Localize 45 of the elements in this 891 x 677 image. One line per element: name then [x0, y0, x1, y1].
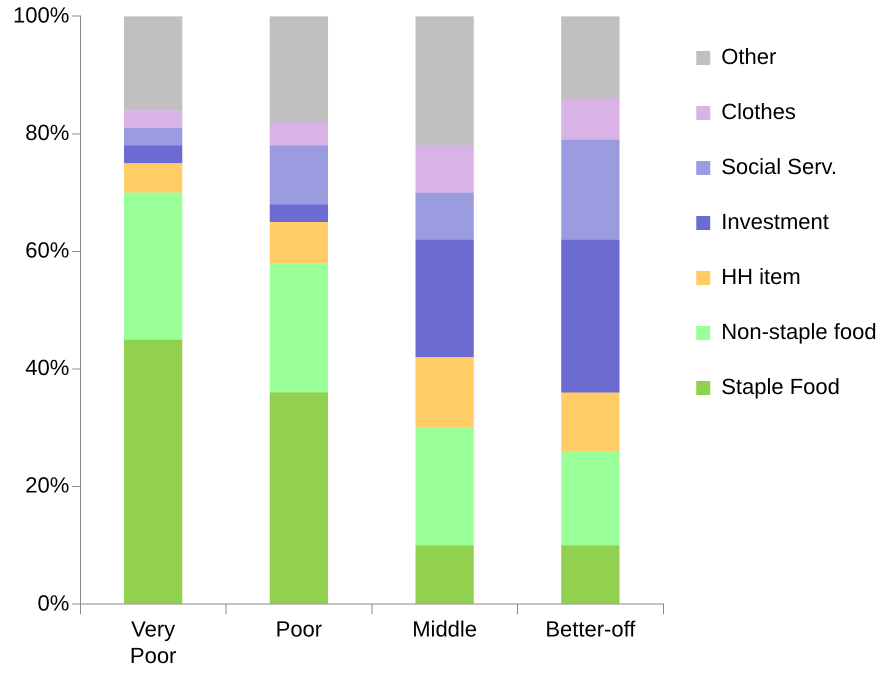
bar	[124, 146, 182, 164]
legend-label: HH item	[721, 264, 801, 290]
bar	[561, 16, 620, 99]
y-tick-label: 100%	[12, 2, 70, 28]
bar	[415, 192, 474, 240]
bar	[561, 140, 620, 240]
bar	[270, 146, 328, 204]
bar	[561, 392, 620, 452]
bar	[561, 451, 620, 546]
bar	[415, 357, 474, 428]
legend-label: Other	[721, 44, 776, 70]
x-tick-label: Very Poor	[130, 616, 176, 668]
x-tick-label: Middle	[412, 616, 478, 642]
legend-label: Investment	[721, 209, 829, 234]
bar	[270, 204, 328, 222]
bar	[415, 545, 474, 604]
bar	[270, 122, 328, 146]
bar	[124, 340, 182, 604]
bar	[561, 98, 620, 140]
y-tick-label: 60%	[25, 237, 70, 262]
bar	[415, 428, 474, 546]
y-tick-label: 40%	[25, 355, 70, 380]
y-tick-label: 80%	[25, 120, 70, 145]
bar	[124, 163, 182, 193]
x-tick-label: Poor	[276, 616, 322, 642]
bar	[270, 392, 328, 604]
bar	[270, 222, 328, 264]
legend-label: Non-staple food	[721, 319, 877, 344]
y-tick-label: 20%	[25, 472, 70, 498]
y-tick-label: 0%	[37, 590, 70, 616]
bar	[124, 128, 182, 146]
bar	[561, 240, 620, 393]
legend-label: Social Serv.	[721, 154, 837, 180]
bar	[270, 263, 328, 393]
legend-label: Clothes	[721, 99, 796, 124]
bar	[415, 240, 474, 358]
bar	[124, 110, 182, 128]
bar	[270, 16, 328, 122]
legend-label: Staple Food	[721, 374, 840, 400]
bar	[415, 16, 474, 146]
bar	[124, 16, 182, 110]
bar	[124, 192, 182, 340]
x-tick-label: Better-off	[545, 616, 636, 642]
bar	[415, 146, 474, 193]
bar	[561, 545, 620, 604]
